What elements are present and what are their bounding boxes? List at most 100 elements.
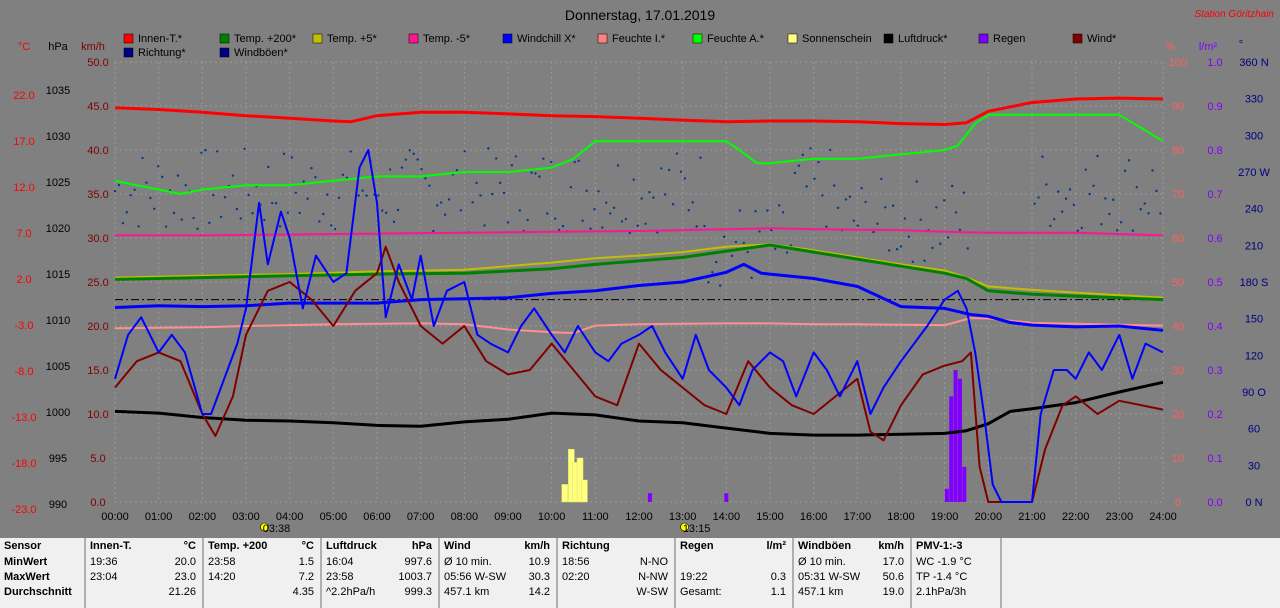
stats-cell-label: 05:31 W-SW xyxy=(798,571,861,583)
tick-label-kmh: 25.0 xyxy=(87,277,108,289)
direction-point xyxy=(774,247,777,251)
direction-point xyxy=(361,189,364,192)
direction-point xyxy=(286,211,290,214)
stats-row: 05:56 W-SW 30.3 xyxy=(444,570,550,585)
stats-row: 14:20 7.2 xyxy=(208,570,314,585)
direction-point xyxy=(785,251,789,254)
direction-point xyxy=(1080,226,1083,230)
direction-point xyxy=(215,150,219,153)
tick-label-hpa: 1025 xyxy=(46,177,70,189)
direction-point xyxy=(357,194,360,197)
tick-label-percent: 100 xyxy=(1169,57,1187,69)
direction-point xyxy=(204,148,207,152)
stats-cell-value: 20.0 xyxy=(174,556,196,568)
direction-point xyxy=(455,168,459,172)
stats-cell-value: 7.2 xyxy=(298,571,314,583)
direction-point xyxy=(1057,190,1060,193)
direction-point xyxy=(589,227,592,230)
direction-point xyxy=(176,174,180,177)
stats-row: 05:31 W-SW 50.6 xyxy=(798,570,904,585)
tick-label-direction: 150 xyxy=(1245,314,1263,326)
stats-column-unit: °C xyxy=(183,540,196,552)
tick-label-kmh: 30.0 xyxy=(87,233,108,245)
direction-point xyxy=(282,152,286,156)
direction-point xyxy=(1123,169,1127,172)
direction-point xyxy=(679,170,683,173)
direction-point xyxy=(377,194,380,197)
direction-point xyxy=(801,153,804,157)
direction-point xyxy=(274,201,278,205)
tick-label-hpa: 1030 xyxy=(46,131,70,143)
direction-point xyxy=(164,225,168,228)
direction-point xyxy=(722,235,726,238)
direction-point xyxy=(954,211,958,214)
tick-label-kmh: 15.0 xyxy=(87,365,108,377)
stats-row: 457.1 km 14.2 xyxy=(444,585,550,600)
direction-point xyxy=(652,196,655,199)
direction-point xyxy=(876,222,879,225)
direction-point xyxy=(628,231,632,235)
stats-column-title: Richtung xyxy=(562,540,610,552)
direction-point xyxy=(644,222,647,225)
tick-label-time: 12:00 xyxy=(625,511,653,523)
tick-label-percent: 80 xyxy=(1172,145,1184,157)
direction-point xyxy=(608,212,612,215)
direction-point xyxy=(758,230,761,233)
tick-label-direction: 180 S xyxy=(1240,277,1269,289)
direction-point xyxy=(294,191,297,195)
direction-point xyxy=(550,160,553,164)
stats-column-header: Regen l/m² xyxy=(680,540,786,555)
stats-row: 02:20 N-NW xyxy=(562,570,668,585)
direction-point xyxy=(746,250,749,254)
direction-point xyxy=(412,152,415,156)
direction-point xyxy=(404,158,408,161)
direction-point xyxy=(149,196,152,200)
tick-label-time: 00:00 xyxy=(101,511,129,523)
direction-point xyxy=(447,198,451,201)
direction-point xyxy=(1108,212,1111,216)
stats-cell-label: 457.1 km xyxy=(798,586,844,598)
direction-point xyxy=(298,211,301,215)
tick-label-percent: 10 xyxy=(1172,453,1184,465)
stats-cell-value: 999.3 xyxy=(404,586,432,598)
direction-point xyxy=(436,204,439,207)
direction-point xyxy=(349,150,352,153)
tick-label-kmh: 20.0 xyxy=(87,321,108,333)
stats-cell-label: MaxWert xyxy=(4,571,50,583)
rain-bar xyxy=(962,466,967,502)
direction-point xyxy=(730,254,734,258)
legend-label: Temp. -5* xyxy=(423,33,471,45)
rain-bar xyxy=(949,396,954,502)
direction-point xyxy=(750,276,753,280)
direction-point xyxy=(416,158,419,161)
tick-label-time: 09:00 xyxy=(494,511,522,523)
direction-point xyxy=(895,248,899,251)
axis-unit-kmh: km/h xyxy=(81,41,105,53)
legend-swatch xyxy=(219,33,230,44)
stats-cell-label: 23:58 xyxy=(208,556,236,568)
direction-point xyxy=(432,229,435,233)
tick-label-kmh: 50.0 xyxy=(87,57,108,69)
series-line-windb-en- xyxy=(114,149,1164,503)
tick-label-time: 07:00 xyxy=(407,511,435,523)
direction-point xyxy=(1143,202,1146,205)
direction-point xyxy=(553,217,557,220)
direction-point xyxy=(569,185,573,189)
stats-column-header: Richtung xyxy=(562,540,668,555)
direction-point xyxy=(1072,203,1076,207)
direction-point xyxy=(931,246,934,250)
stats-row: 23:04 23.0 xyxy=(90,570,196,585)
sun-marker-time: 03:38 xyxy=(263,523,291,535)
stats-row: W-SW xyxy=(562,585,668,600)
rain-bar xyxy=(647,493,652,502)
axis-unit-hpa: hPa xyxy=(48,41,68,53)
stats-column-header: Luftdruck hPa xyxy=(326,540,432,555)
legend-swatch xyxy=(692,33,703,44)
legend-swatch xyxy=(597,33,608,44)
direction-point xyxy=(903,217,907,220)
direction-point xyxy=(329,224,333,227)
direction-point xyxy=(809,147,812,150)
direction-point xyxy=(483,224,486,227)
stats-column-title: PMV-1:-3 xyxy=(916,540,963,552)
direction-point xyxy=(915,180,918,183)
